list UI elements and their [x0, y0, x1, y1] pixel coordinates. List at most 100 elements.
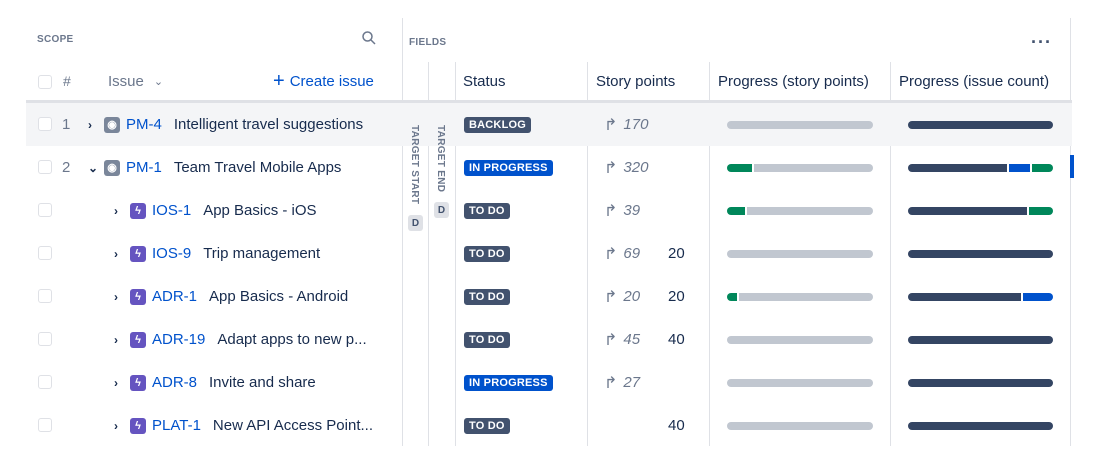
- chevron-right-icon[interactable]: ›: [114, 418, 118, 433]
- status-lozenge[interactable]: BACKLOG: [464, 116, 532, 133]
- progress-bar-issue-count: [908, 207, 1053, 215]
- issue-summary[interactable]: App Basics - iOS: [203, 202, 317, 219]
- row-checkbox[interactable]: [38, 289, 52, 303]
- progress-bar-issue-count: [908, 379, 1053, 387]
- chevron-right-icon[interactable]: ›: [114, 246, 118, 261]
- rollup-arrow-icon: ↱: [604, 288, 618, 306]
- progress-bar-story-points: [727, 293, 873, 301]
- progress-bar-issue-count: [908, 336, 1053, 344]
- issue-key-link[interactable]: ADR-19: [152, 331, 206, 348]
- target-start-date-badge[interactable]: D: [408, 215, 423, 231]
- row-checkbox[interactable]: [38, 246, 52, 260]
- table-row[interactable]: › ϟ IOS-1 App Basics - iOS TO DO ↱ 39: [26, 189, 1072, 232]
- status-lozenge[interactable]: IN PROGRESS: [464, 374, 553, 391]
- progress-segment-done: [1031, 164, 1053, 172]
- select-all-checkbox[interactable]: [38, 75, 52, 89]
- issue-key-link[interactable]: ADR-8: [152, 374, 198, 391]
- progress-segment-in_progress: [1008, 164, 1030, 172]
- search-icon[interactable]: [361, 30, 377, 51]
- issue-key-link[interactable]: PM-1: [126, 159, 162, 176]
- col-divider: [587, 62, 588, 446]
- status-lozenge[interactable]: TO DO: [464, 331, 510, 348]
- row-checkbox[interactable]: [38, 203, 52, 217]
- row-checkbox[interactable]: [38, 418, 52, 432]
- progress-ic-header[interactable]: Progress (issue count): [899, 72, 1050, 90]
- progress-segment-todo: [908, 422, 1053, 430]
- status-header[interactable]: Status: [463, 72, 506, 90]
- progress-segment-todo: [908, 336, 1053, 344]
- row-checkbox[interactable]: [38, 332, 52, 346]
- table-row[interactable]: › ϟ ADR-19 Adapt apps to new p... TO DO …: [26, 318, 1072, 361]
- progress-segment-remaining: [746, 207, 873, 215]
- issue-summary[interactable]: Team Travel Mobile Apps: [173, 159, 342, 176]
- epic-icon: ◉: [104, 159, 120, 176]
- story-points-value[interactable]: 20: [668, 245, 685, 262]
- row-checkbox[interactable]: [38, 160, 52, 174]
- table-row[interactable]: › ϟ IOS-9 Trip management TO DO ↱ 69 20: [26, 232, 1072, 275]
- issue-summary[interactable]: Trip management: [203, 245, 321, 262]
- rollup-points: 20: [623, 288, 641, 305]
- story-points-value[interactable]: 40: [668, 331, 685, 348]
- more-icon[interactable]: ···: [1031, 32, 1052, 52]
- issue-summary[interactable]: Adapt apps to new p...: [217, 331, 367, 348]
- lightning-icon: ϟ: [130, 417, 146, 434]
- status-lozenge[interactable]: IN PROGRESS: [464, 159, 553, 176]
- issue-key-link[interactable]: ADR-1: [152, 288, 198, 305]
- col-divider: [709, 62, 710, 446]
- progress-segment-todo: [908, 164, 1007, 172]
- issue-header[interactable]: Issue ⌄: [108, 62, 163, 100]
- rollup-points: 45: [623, 331, 641, 348]
- progress-bar-story-points: [727, 250, 873, 258]
- progress-bar-story-points: [727, 336, 873, 344]
- col-divider: [455, 62, 456, 446]
- rollup-points: 170: [623, 116, 649, 133]
- issue-summary[interactable]: Invite and share: [209, 374, 316, 391]
- progress-segment-done: [727, 293, 738, 301]
- status-lozenge[interactable]: TO DO: [464, 417, 510, 434]
- issue-summary[interactable]: App Basics - Android: [209, 288, 349, 305]
- target-end-header[interactable]: TARGET END: [435, 125, 446, 193]
- chevron-right-icon[interactable]: ›: [88, 117, 92, 132]
- row-number: 2: [62, 159, 71, 176]
- table-row[interactable]: › ϟ ADR-1 App Basics - Android TO DO ↱ 20…: [26, 275, 1072, 318]
- status-lozenge[interactable]: TO DO: [464, 245, 510, 262]
- chevron-down-icon[interactable]: ⌄: [88, 160, 99, 175]
- row-checkbox[interactable]: [38, 117, 52, 131]
- progress-bar-story-points: [727, 379, 873, 387]
- story-points-value[interactable]: 40: [668, 417, 685, 434]
- chevron-right-icon[interactable]: ›: [114, 289, 118, 304]
- table-row[interactable]: 1 › ◉ PM-4 Intelligent travel suggestion…: [26, 103, 1072, 146]
- progress-segment-remaining: [753, 164, 873, 172]
- row-checkbox[interactable]: [38, 375, 52, 389]
- target-end-date-badge[interactable]: D: [434, 202, 449, 218]
- status-lozenge[interactable]: TO DO: [464, 288, 510, 305]
- issue-key-link[interactable]: IOS-1: [152, 202, 192, 219]
- progress-segment-remaining: [727, 422, 873, 430]
- issue-summary[interactable]: Intelligent travel suggestions: [173, 116, 364, 133]
- progress-segment-remaining: [727, 379, 873, 387]
- issue-key-link[interactable]: IOS-9: [152, 245, 192, 262]
- table-row[interactable]: › ϟ ADR-8 Invite and share IN PROGRESS ↱…: [26, 361, 1072, 404]
- chevron-right-icon[interactable]: ›: [114, 375, 118, 390]
- issue-key-link[interactable]: PM-4: [126, 116, 162, 133]
- rollup-arrow-icon: ↱: [604, 159, 618, 177]
- issue-key-link[interactable]: PLAT-1: [152, 417, 201, 434]
- story-points-header[interactable]: Story points: [596, 72, 676, 90]
- table-row[interactable]: 2 ⌄ ◉ PM-1 Team Travel Mobile Apps IN PR…: [26, 146, 1072, 189]
- progress-sp-header[interactable]: Progress (story points): [718, 72, 869, 90]
- create-issue-button[interactable]: + Create issue: [273, 62, 374, 100]
- rollup-points: 320: [623, 159, 649, 176]
- rollup-arrow-icon: ↱: [604, 116, 618, 134]
- target-start-header[interactable]: TARGET START: [409, 125, 420, 205]
- story-points-value[interactable]: 20: [668, 288, 685, 305]
- issue-summary[interactable]: New API Access Point...: [212, 417, 373, 434]
- chevron-right-icon[interactable]: ›: [114, 332, 118, 347]
- table-row[interactable]: › ϟ PLAT-1 New API Access Point... TO DO…: [26, 404, 1072, 447]
- rollup-arrow-icon: ↱: [604, 374, 618, 392]
- progress-bar-story-points: [727, 164, 873, 172]
- chevron-right-icon[interactable]: ›: [114, 203, 118, 218]
- status-lozenge[interactable]: TO DO: [464, 202, 510, 219]
- progress-segment-remaining: [739, 293, 873, 301]
- progress-segment-remaining: [727, 336, 873, 344]
- progress-segment-remaining: [727, 121, 873, 129]
